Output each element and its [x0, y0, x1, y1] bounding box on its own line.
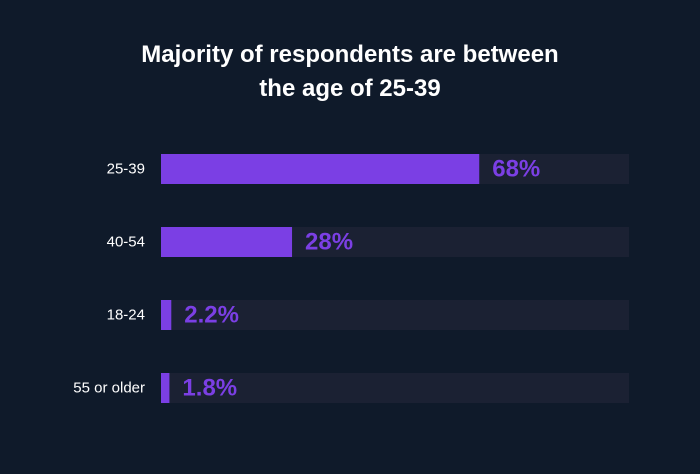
chart-title: Majority of respondents are between the … — [0, 38, 700, 106]
bar-row: 40-54 28% — [107, 227, 629, 257]
chart-title-line-2: the age of 25-39 — [259, 75, 441, 102]
bar — [161, 373, 170, 403]
value-label: 2.2% — [184, 302, 239, 329]
bar — [161, 227, 293, 257]
bar-row: 55 or older 1.8% — [73, 373, 629, 403]
bar-row: 25-39 68% — [107, 154, 629, 184]
bar — [161, 300, 172, 330]
value-label: 1.8% — [182, 375, 237, 402]
bar-row: 18-24 2.2% — [107, 300, 629, 330]
value-label: 68% — [492, 156, 540, 183]
category-label: 55 or older — [73, 380, 145, 397]
category-label: 40-54 — [107, 234, 145, 251]
category-label: 25-39 — [107, 161, 145, 178]
value-label: 28% — [305, 229, 353, 256]
bar-track — [161, 373, 629, 403]
chart-title-line-1: Majority of respondents are between — [141, 41, 559, 68]
category-label: 18-24 — [107, 307, 145, 324]
bar — [161, 154, 480, 184]
bar-track — [161, 300, 629, 330]
